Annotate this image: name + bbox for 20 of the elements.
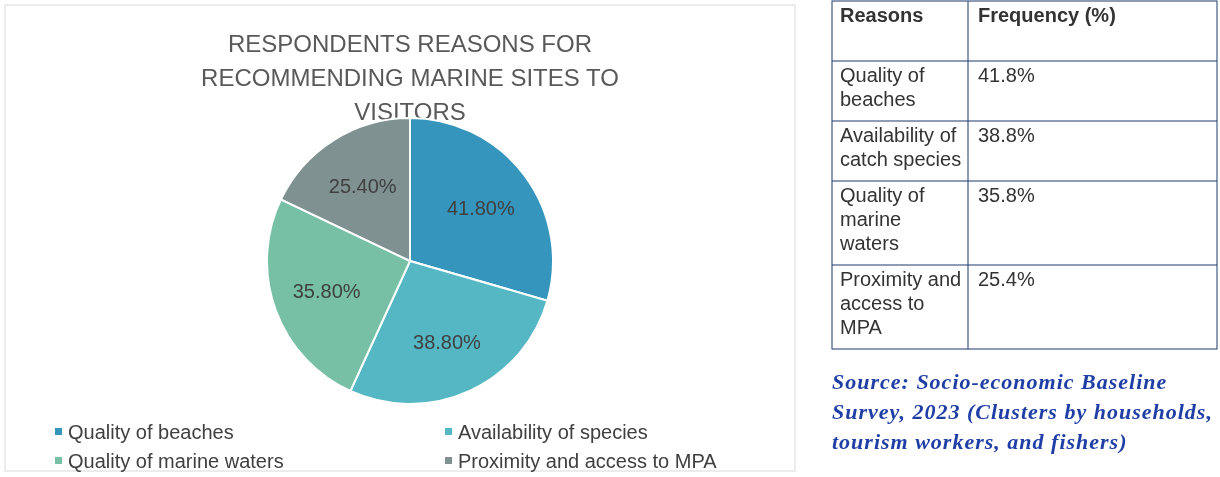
- text: 38.8%: [978, 124, 1035, 146]
- legend-label: Availability of species: [458, 421, 648, 443]
- data-label: 41.80%: [446, 196, 515, 219]
- text: Reasons: [840, 4, 924, 26]
- text: 35.8%: [978, 184, 1035, 206]
- text: Quality of beaches: [840, 64, 925, 110]
- legend-label: Quality of beaches: [68, 421, 234, 443]
- text: Availability of catch species: [840, 124, 962, 170]
- data-label: 35.80%: [292, 280, 361, 303]
- text: Frequency (%): [978, 4, 1116, 26]
- source-note: Source: Socio-economic Baseline Survey, 2023 (Clusters by households, tourism workers, and fishers): [832, 369, 1213, 454]
- legend-label: Quality of marine waters: [68, 450, 284, 472]
- text: Quality of marine waters: [839, 184, 925, 254]
- text: 25.4%: [978, 268, 1035, 290]
- text: 41.8%: [978, 64, 1035, 86]
- data-label: 25.40%: [328, 175, 397, 198]
- chart-title: RESPONDENTS REASONS FOR RECOMMENDING MARINE SITES TO VISITORS: [201, 30, 619, 125]
- data-label: 38.80%: [413, 330, 482, 353]
- legend-label: Proximity and access to MPA: [458, 450, 718, 472]
- text: Proximity and access to MPA: [840, 268, 962, 338]
